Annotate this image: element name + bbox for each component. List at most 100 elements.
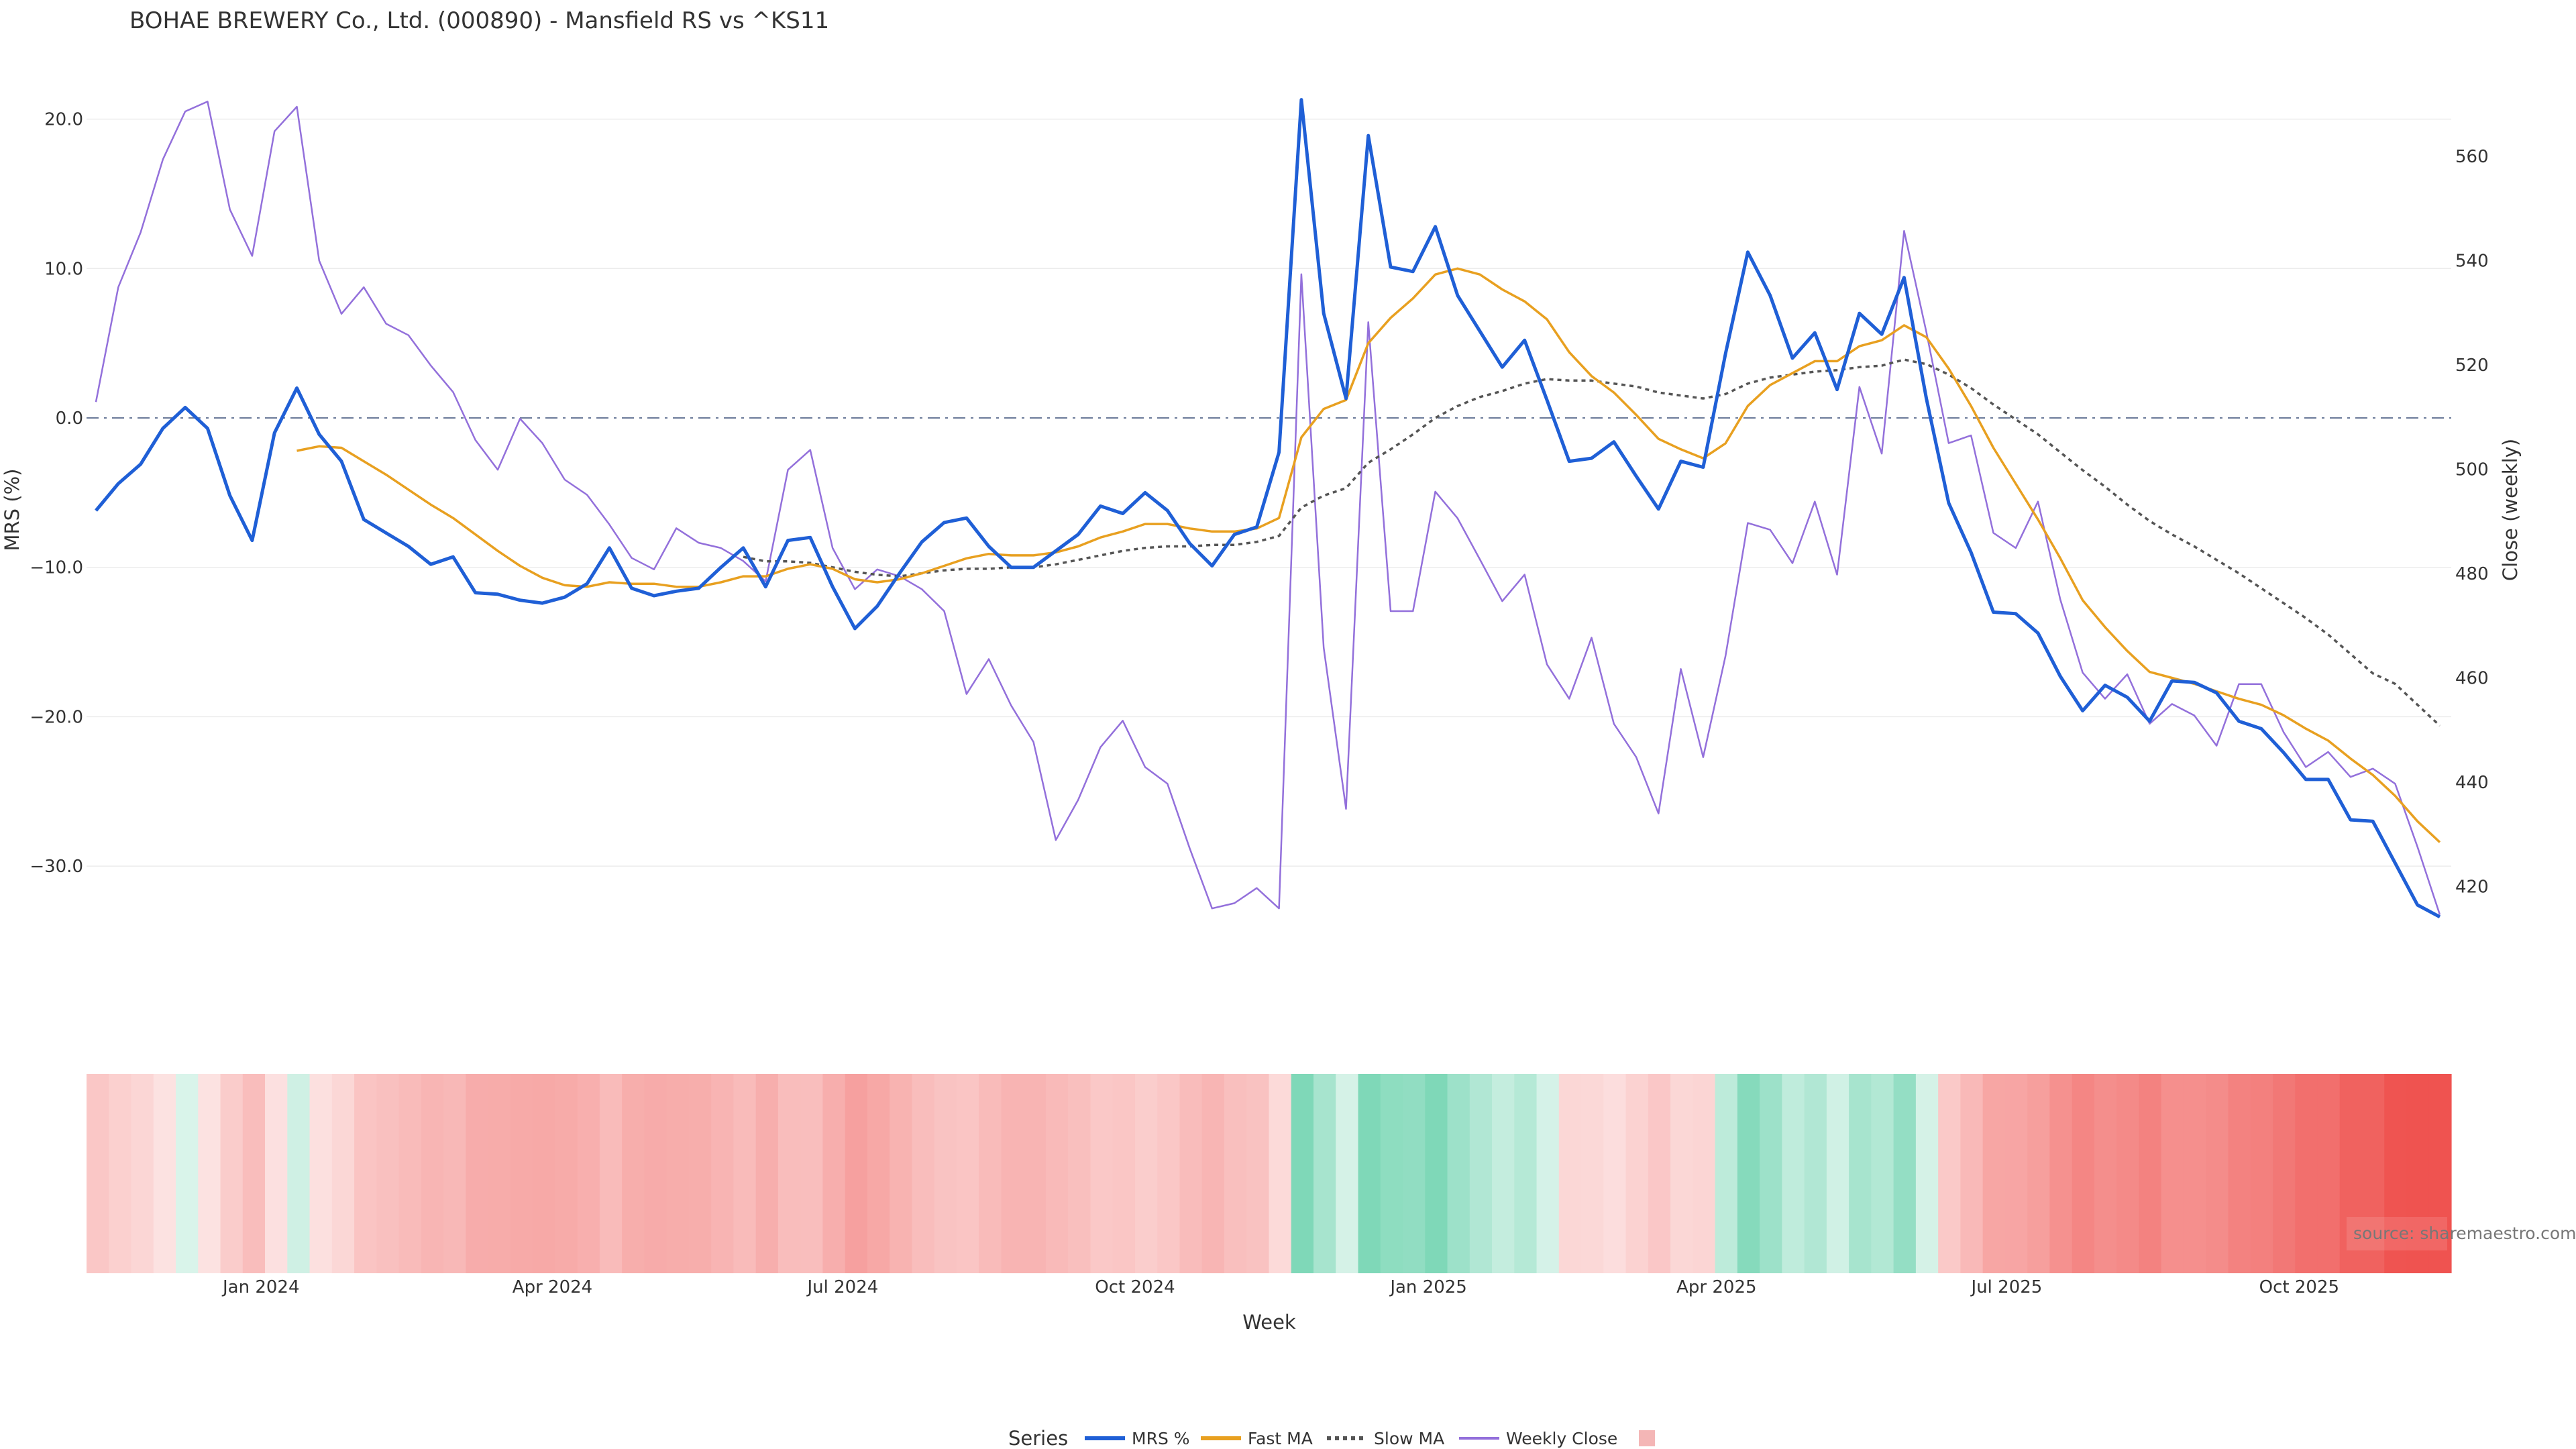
legend-label[interactable]: Fast MA	[1248, 1429, 1313, 1448]
heatmap-cell	[622, 1074, 645, 1273]
heatmap-cell	[87, 1074, 109, 1273]
right-tick-label: 440	[2455, 773, 2489, 793]
x-axis: Jan 2024 Apr 2024 Jul 2024 Oct 2024 Jan 2025…	[221, 1277, 2339, 1297]
heatmap-cell	[890, 1074, 913, 1273]
heatmap-cell	[800, 1074, 824, 1273]
legend-heatmap-swatch[interactable]	[1639, 1430, 1655, 1446]
source-text: source: sharemaestro.com	[2353, 1224, 2576, 1243]
heatmap-cell	[1514, 1074, 1538, 1273]
heatmap-cell	[1425, 1074, 1448, 1273]
x-tick-label: Jul 2024	[806, 1277, 879, 1297]
heatmap-cell	[309, 1074, 333, 1273]
heatmap-cell	[1224, 1074, 1247, 1273]
heatmap-cell	[1693, 1074, 1716, 1273]
heatmap-cell	[1915, 1074, 1939, 1273]
heatmap-cell	[2228, 1074, 2251, 1273]
heatmap-cell	[956, 1074, 979, 1273]
x-tick-label: Jan 2025	[1389, 1277, 1467, 1297]
heatmap-cell	[1023, 1074, 1046, 1273]
heatmap-cell	[555, 1074, 578, 1273]
heatmap-cell	[1670, 1074, 1693, 1273]
heatmap-cell	[443, 1074, 466, 1273]
chart-title: BOHAE BREWERY Co., Ltd. (000890) - Mansf…	[129, 7, 829, 34]
x-tick-label: Oct 2024	[1095, 1277, 1175, 1297]
heatmap-cell	[242, 1074, 266, 1273]
heatmap-cell	[2428, 1074, 2452, 1273]
heatmap-cell	[1090, 1074, 1114, 1273]
heatmap-cell	[510, 1074, 533, 1273]
heatmap-cell	[2161, 1074, 2184, 1273]
right-tick-label: 520	[2455, 356, 2489, 376]
heatmap-cell	[2295, 1074, 2318, 1273]
heatmap-cell	[1291, 1074, 1314, 1273]
heatmap-cell	[867, 1074, 890, 1273]
heatmap-cell	[2361, 1074, 2385, 1273]
x-tick-label: Apr 2025	[1676, 1277, 1756, 1297]
heatmap-cell	[220, 1074, 244, 1273]
heatmap-cell	[666, 1074, 690, 1273]
heatmap-cell	[1737, 1074, 1760, 1273]
heatmap-cell	[1269, 1074, 1292, 1273]
right-tick-label: 540	[2455, 252, 2489, 272]
left-axis-label: MRS (%)	[1, 469, 23, 551]
legend-label[interactable]: MRS %	[1132, 1429, 1190, 1448]
heatmap-cell	[109, 1074, 132, 1273]
heatmap-cell	[2094, 1074, 2117, 1273]
heatmap-cell	[198, 1074, 221, 1273]
left-tick-label: 10.0	[44, 259, 83, 279]
right-tick-label: 460	[2455, 669, 2489, 689]
heatmap-cell	[421, 1074, 444, 1273]
heatmap-cell	[845, 1074, 868, 1273]
heatmap-cell	[1893, 1074, 1917, 1273]
right-tick-label: 560	[2455, 147, 2489, 167]
heatmap-cell	[2339, 1074, 2363, 1273]
rs-heatmap	[87, 1074, 2452, 1273]
heatmap-cell	[265, 1074, 288, 1273]
left-tick-label: −20.0	[30, 707, 83, 727]
heatmap-cell	[1558, 1074, 1582, 1273]
left-tick-label: −10.0	[30, 558, 83, 578]
series-lines	[95, 98, 2441, 919]
left-tick-label: −30.0	[30, 857, 83, 877]
heatmap-cell	[2250, 1074, 2273, 1273]
heatmap-cell	[1536, 1074, 1560, 1273]
heatmap-cell	[1380, 1074, 1403, 1273]
heatmap-cell	[398, 1074, 422, 1273]
right-axis: 560 540 520 500 480 460 440 420	[2455, 147, 2489, 898]
legend-label[interactable]: Weekly Close	[1506, 1429, 1617, 1448]
x-tick-label: Jul 2025	[1970, 1277, 2043, 1297]
x-tick-label: Apr 2024	[513, 1277, 592, 1297]
right-tick-label: 480	[2455, 564, 2489, 584]
heatmap-cell	[2183, 1074, 2206, 1273]
heatmap-cell	[1157, 1074, 1181, 1273]
heatmap-cell	[2384, 1074, 2408, 1273]
heatmap-cell	[533, 1074, 555, 1273]
heatmap-cell	[1782, 1074, 1805, 1273]
series-line-slow-ma	[743, 358, 2441, 727]
heatmap-cell	[711, 1074, 734, 1273]
heatmap-cell	[1246, 1074, 1270, 1273]
heatmap-cell	[1648, 1074, 1671, 1273]
heatmap-cell	[2406, 1074, 2430, 1273]
x-tick-label: Jan 2024	[221, 1277, 300, 1297]
heatmap-cell	[2317, 1074, 2341, 1273]
heatmap-cell	[1715, 1074, 1738, 1273]
heatmap-cell	[1134, 1074, 1158, 1273]
heatmap-cell	[1849, 1074, 1872, 1273]
legend-label[interactable]: Slow MA	[1374, 1429, 1444, 1448]
series-line-mrs	[95, 98, 2441, 919]
heatmap-cell	[131, 1074, 154, 1273]
heatmap-cell	[1804, 1074, 1827, 1273]
right-tick-label: 420	[2455, 877, 2489, 898]
heatmap-cell	[1960, 1074, 1984, 1273]
right-axis-label: Close (weekly)	[2499, 439, 2522, 581]
legend: Series MRS % Fast MA Slow MA Weekly Close	[1008, 1427, 1655, 1449]
heatmap-cell	[577, 1074, 600, 1273]
heatmap-cell	[2116, 1074, 2140, 1273]
heatmap-cell	[1581, 1074, 1604, 1273]
heatmap-cell	[1469, 1074, 1493, 1273]
heatmap-cell	[1403, 1074, 1426, 1273]
heatmap-cell	[1201, 1074, 1225, 1273]
heatmap-cell	[376, 1074, 400, 1273]
